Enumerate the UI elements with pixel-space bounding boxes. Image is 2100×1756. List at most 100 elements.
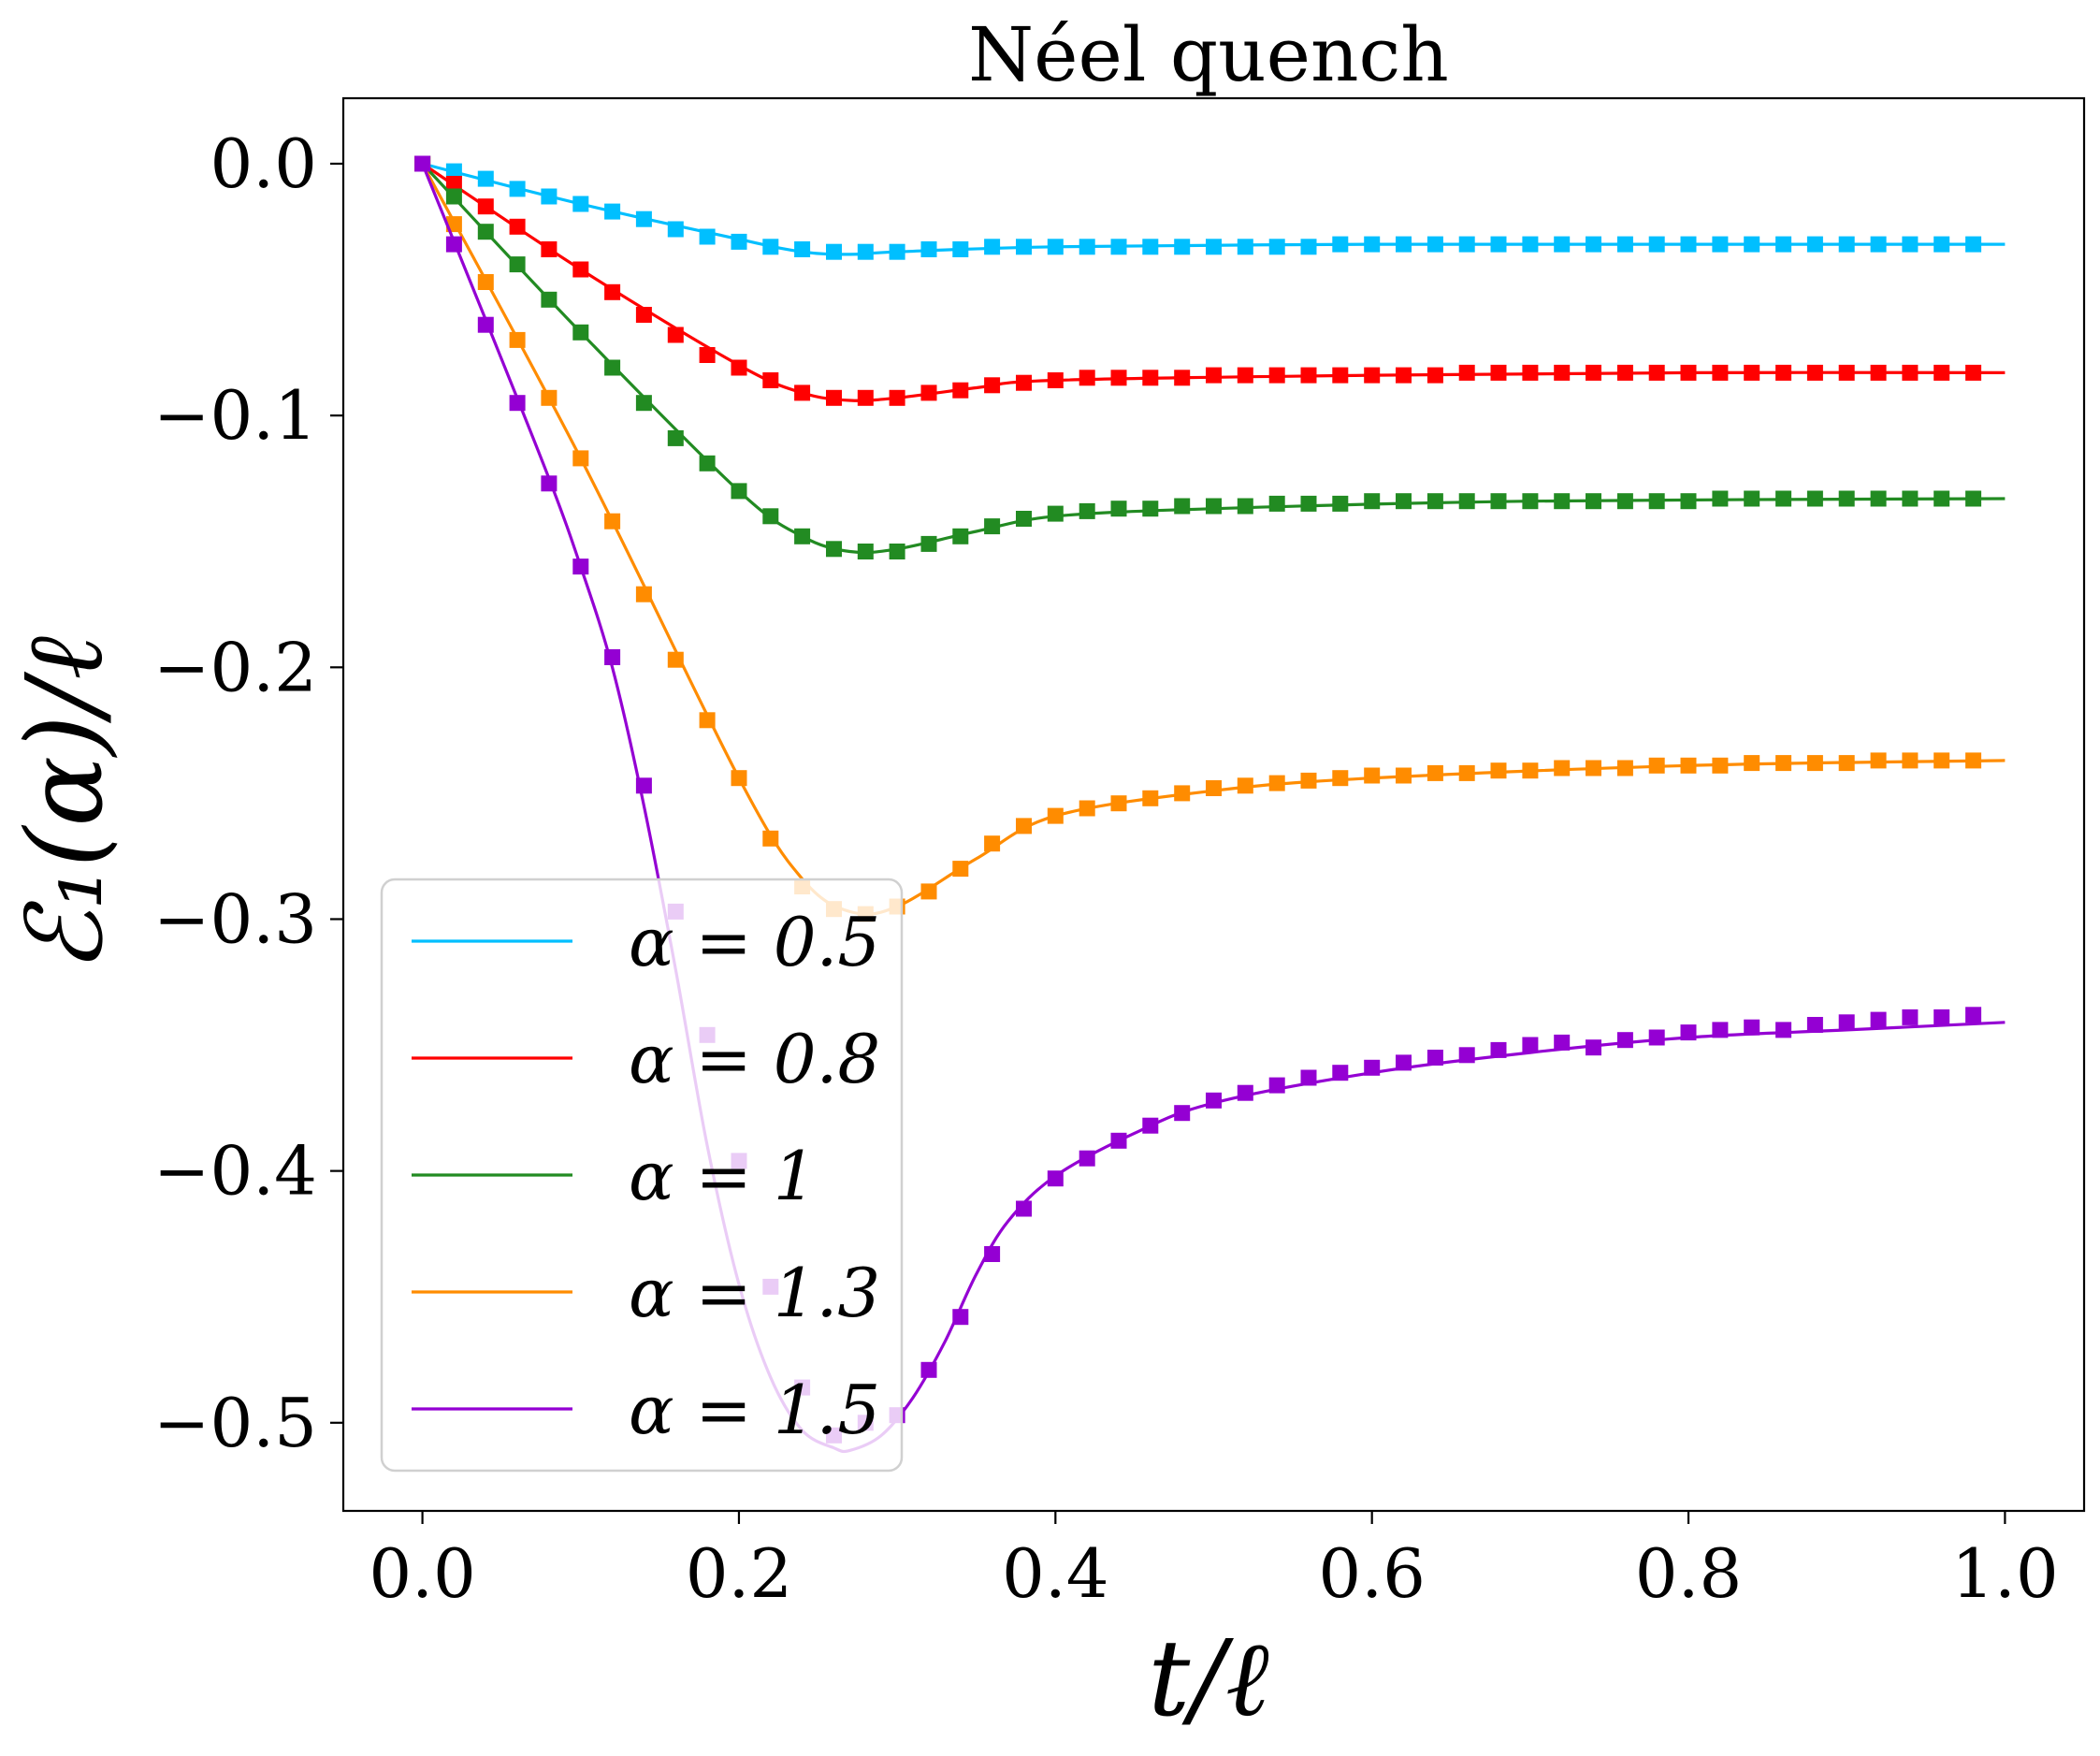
y-tick-label: 0.0 — [210, 124, 317, 203]
series-4-marker — [952, 861, 969, 878]
plot-frame — [341, 96, 2086, 1513]
series-5-marker — [541, 475, 558, 492]
series-3-marker — [1554, 493, 1571, 510]
series-5-marker — [1775, 1022, 1792, 1038]
series-2-marker — [952, 382, 969, 399]
series-1-marker — [667, 221, 684, 238]
series-1-marker — [1110, 239, 1127, 255]
series-4-marker — [509, 331, 526, 348]
series-5-marker — [604, 649, 621, 665]
series-1-marker — [1016, 239, 1032, 255]
series-1-marker — [826, 243, 842, 260]
series-4-marker — [731, 770, 747, 787]
series-1-marker — [1490, 236, 1507, 253]
series-2-marker — [572, 261, 589, 278]
series-3-marker — [984, 518, 1001, 535]
series-3-marker — [1142, 501, 1159, 517]
legend: α = 0.5 α = 0.8 α = 1 α = 1.3 α = 1.5 — [380, 878, 904, 1473]
series-4-marker — [1902, 752, 1919, 769]
series-2-marker — [984, 377, 1001, 394]
series-3-marker — [794, 528, 811, 544]
series-2-marker — [509, 218, 526, 235]
series-3-marker — [1744, 490, 1760, 507]
series-5-marker — [1206, 1092, 1222, 1109]
series-1-marker — [541, 188, 558, 205]
series-3-marker — [1364, 493, 1381, 510]
series-4-marker — [1965, 752, 1982, 769]
series-4-marker — [1458, 764, 1475, 781]
series-2-marker — [1838, 364, 1855, 381]
series-5-marker — [1142, 1117, 1159, 1134]
series-3-marker — [1458, 493, 1475, 510]
series-2-marker — [762, 372, 779, 388]
x-tick-label: 0.2 — [686, 1534, 793, 1613]
series-3-marker — [1616, 493, 1633, 510]
series-4-marker — [1680, 757, 1697, 774]
series-3-marker — [445, 188, 462, 205]
series-1-marker — [889, 243, 905, 260]
series-2-marker — [635, 307, 652, 323]
series-4-marker — [1142, 790, 1159, 806]
series-2-marker — [1902, 364, 1919, 381]
series-1-marker — [1712, 236, 1729, 253]
series-2-marker — [1870, 364, 1887, 381]
series-3-marker — [1490, 493, 1507, 510]
series-2-marker — [1268, 367, 1285, 384]
series-1-marker — [1206, 239, 1222, 255]
series-4-marker — [541, 389, 558, 406]
series-1-marker — [635, 210, 652, 227]
ticks-layer: 0.0 0.2 0.4 0.6 0.8 1.0 0.0 −0.1 −0.2 −0.3 −0.4 −0.… — [153, 124, 2059, 1613]
series-2-marker — [604, 283, 621, 300]
series-3-marker — [1174, 498, 1191, 515]
series-1-marker — [1554, 236, 1571, 253]
series-3-marker — [1396, 493, 1412, 510]
series-1-marker — [920, 241, 937, 257]
series-4-marker — [1554, 760, 1571, 776]
series-5-marker — [984, 1246, 1001, 1262]
series-3-marker — [509, 256, 526, 273]
series-4-marker — [572, 450, 589, 467]
series-2-marker — [1933, 364, 1950, 381]
x-axis-label: t/ℓ — [1148, 1618, 1269, 1740]
series-5-marker — [1174, 1105, 1191, 1122]
series-2-marker — [1110, 370, 1127, 386]
series-5-marker — [1712, 1022, 1729, 1038]
series-4-marker — [1712, 757, 1729, 774]
series-5-marker — [1490, 1041, 1507, 1058]
series-2 — [414, 155, 2006, 406]
series-3-marker — [731, 483, 747, 500]
series-5-marker — [1806, 1017, 1823, 1033]
series-2-marker — [1554, 364, 1571, 381]
series-4-marker — [1775, 755, 1792, 772]
series-2-marker — [1490, 364, 1507, 381]
series-4-marker — [1237, 777, 1253, 794]
series-3-marker — [1806, 490, 1823, 507]
series-5-marker — [1427, 1050, 1443, 1066]
series-5-marker — [1268, 1077, 1285, 1094]
series-3-marker — [1933, 490, 1950, 507]
series-5-marker — [477, 316, 494, 333]
series-5-marker — [1079, 1150, 1095, 1167]
series-4-marker — [1744, 755, 1760, 772]
series-1-marker — [1870, 236, 1887, 253]
series-2-marker — [1079, 370, 1095, 386]
series-2-marker — [1586, 364, 1601, 381]
series-5-marker — [1332, 1065, 1349, 1081]
x-tick-label: 0.4 — [1002, 1534, 1109, 1613]
series-5-marker — [572, 559, 589, 575]
series-2-marker — [1174, 370, 1191, 386]
series-1-marker — [1079, 239, 1095, 255]
series-3-marker — [1427, 493, 1443, 510]
series-4-marker — [1427, 764, 1443, 781]
series-3-marker — [1775, 490, 1792, 507]
series-1-marker — [1300, 239, 1317, 255]
series-1-marker — [1902, 236, 1919, 253]
series-2-marker — [477, 198, 494, 215]
series-2-marker — [1744, 364, 1760, 381]
series-5-marker — [1458, 1047, 1475, 1064]
series-4-marker — [1806, 755, 1823, 772]
series-1-marker — [1806, 236, 1823, 253]
series-4-marker — [762, 830, 779, 847]
series-1-marker — [509, 181, 526, 197]
series-1-marker — [1775, 236, 1792, 253]
